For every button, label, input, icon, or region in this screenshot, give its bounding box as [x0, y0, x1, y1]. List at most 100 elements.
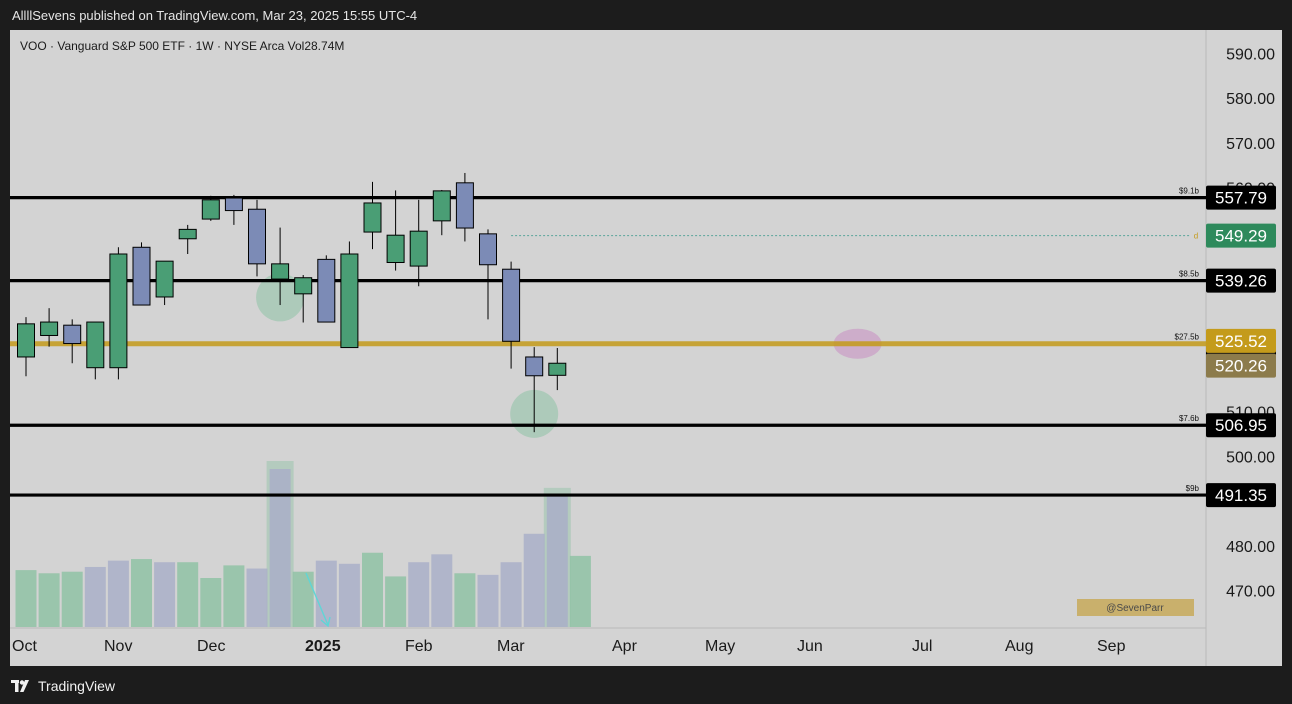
- candle-body: [340, 253, 359, 349]
- candle-body: [455, 182, 474, 229]
- level-note: $9.1b: [1179, 187, 1200, 196]
- x-tick-label: Jul: [912, 638, 932, 655]
- candle-body: [40, 321, 59, 336]
- x-tick-label: 2025: [305, 638, 341, 655]
- x-tick-label: Sep: [1097, 638, 1126, 655]
- volume-bar: [362, 552, 383, 627]
- candle-body: [294, 277, 313, 295]
- price-tag-box: [1206, 328, 1276, 353]
- candle-body: [132, 246, 151, 306]
- level-note: $8.5b: [1179, 270, 1200, 279]
- candle-body: [109, 253, 128, 369]
- publish-info: AllllSevens published on TradingView.com…: [12, 8, 418, 23]
- chart-canvas[interactable]: $9.1b $8.5b $27.5b $7.6b $9b d VOO · Vanguard …: [10, 30, 1282, 666]
- volume-bar: [523, 533, 545, 627]
- candle-body: [155, 260, 174, 298]
- level-price-tag-box: [1206, 268, 1276, 293]
- x-tick-label: Dec: [197, 638, 225, 655]
- candle-body: [386, 234, 405, 264]
- publish-header: AllllSevens published on TradingView.com…: [0, 0, 1292, 30]
- candle-body: [224, 197, 243, 212]
- watermark-text: @SevenParr: [1106, 603, 1164, 614]
- candle-body: [502, 268, 521, 342]
- candle-body: [201, 199, 220, 220]
- volume-bar: [315, 560, 337, 627]
- candle-body: [63, 324, 82, 345]
- volume-bar: [177, 562, 199, 627]
- level-price-tag: 557.79: [1215, 189, 1267, 208]
- volume-bar: [61, 571, 83, 627]
- y-tick-label: 590.00: [1226, 46, 1275, 63]
- level-price-tag-box: [1206, 413, 1276, 438]
- footer-bar: TradingView: [0, 670, 1292, 704]
- watermark-box: [1077, 599, 1194, 616]
- candle-body: [317, 258, 336, 323]
- volume-bar: [200, 578, 222, 627]
- candle-body: [248, 208, 266, 265]
- volume-bar: [223, 565, 245, 627]
- y-tick-label: 480.00: [1226, 539, 1275, 556]
- annotation-arrow: [305, 572, 329, 626]
- x-tick-label: Jun: [797, 638, 823, 655]
- candle-body: [17, 323, 35, 358]
- volume-bar: [292, 571, 314, 627]
- brand-label: TradingView: [38, 678, 116, 694]
- dotted-level-price-tag: 549.29: [1215, 227, 1267, 246]
- candle-body: [479, 233, 497, 266]
- volume-bar: [385, 576, 407, 627]
- tradingview-logo-icon: [11, 679, 29, 692]
- dotted-level-note: d: [1194, 232, 1198, 241]
- price-tag: 525.52: [1215, 332, 1267, 351]
- level-price-tag: 539.26: [1215, 272, 1267, 291]
- candle-body: [548, 362, 567, 376]
- level-price-tag: 491.35: [1215, 486, 1267, 505]
- volume-bar: [454, 573, 476, 627]
- x-tick-label: May: [705, 638, 735, 655]
- level-price-tag-box: [1206, 185, 1276, 210]
- candle-body: [271, 263, 290, 280]
- chart-frame: $9.1b $8.5b $27.5b $7.6b $9b d VOO · Vanguard …: [10, 30, 1282, 666]
- x-tick-label: Feb: [405, 638, 433, 655]
- volume-bar: [338, 563, 360, 627]
- volume-bar: [431, 554, 453, 627]
- x-tick-label: Nov: [104, 638, 132, 655]
- candle-body: [525, 356, 544, 377]
- candle-body: [432, 190, 451, 222]
- x-tick-label: Oct: [12, 638, 37, 655]
- volume-bar: [246, 568, 268, 627]
- x-tick-label: Mar: [497, 638, 525, 655]
- volume-bar: [569, 555, 591, 627]
- tradingview-logo[interactable]: TradingView: [11, 678, 115, 694]
- volume-bar: [500, 562, 522, 627]
- level-note: $7.6b: [1179, 414, 1200, 423]
- level-note: $27.5b: [1175, 333, 1200, 342]
- volume-bar: [269, 469, 291, 627]
- candle-body: [86, 321, 105, 369]
- level-note: $9b: [1186, 484, 1200, 493]
- candle-body: [409, 230, 428, 267]
- volume-bar: [154, 562, 176, 627]
- candle-body: [363, 202, 382, 233]
- chart-legend: VOO · Vanguard S&P 500 ETF · 1W · NYSE A…: [20, 39, 344, 53]
- x-tick-label: Apr: [612, 638, 638, 655]
- price-tag-box: [1206, 353, 1276, 378]
- y-tick-label: 580.00: [1226, 91, 1275, 108]
- volume-bar: [408, 562, 430, 627]
- volume-bar: [107, 560, 129, 627]
- price-tag: 520.26: [1215, 357, 1267, 376]
- dotted-level-price-tag-box: [1206, 223, 1276, 248]
- y-tick-label: 470.00: [1226, 584, 1275, 601]
- volume-bar: [131, 559, 152, 627]
- y-tick-label: 570.00: [1226, 136, 1275, 153]
- x-tick-label: Aug: [1005, 638, 1033, 655]
- annotation-arrow-head: [320, 616, 331, 628]
- volume-bar: [477, 574, 499, 627]
- volume-bar: [38, 573, 60, 627]
- level-price-tag: 506.95: [1215, 416, 1267, 435]
- volume-bar: [84, 566, 106, 627]
- candle-body: [178, 228, 197, 240]
- volume-bar: [15, 570, 37, 627]
- y-tick-label: 500.00: [1226, 449, 1275, 466]
- volume-bar: [546, 495, 568, 627]
- level-price-tag-box: [1206, 483, 1276, 508]
